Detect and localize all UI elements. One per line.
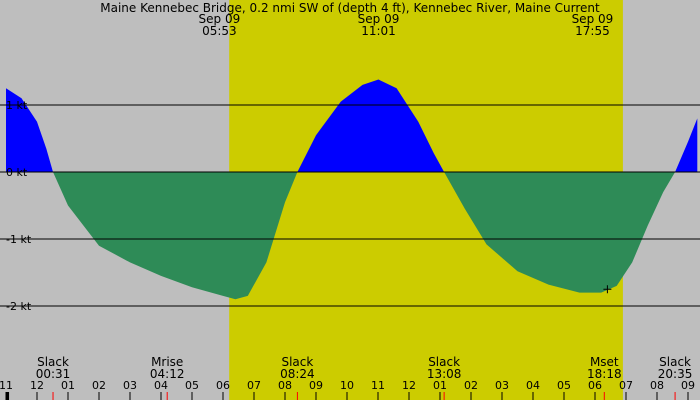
hour-tick-label: 06	[588, 379, 602, 392]
event-time: 04:12	[150, 367, 185, 381]
event-time: 13:08	[427, 367, 462, 381]
hour-tick-label: 11	[371, 379, 385, 392]
grid-lines	[0, 104, 700, 307]
y-tick-label: 0 kt	[6, 166, 28, 179]
ebb-area	[444, 172, 676, 293]
current-areas	[6, 79, 698, 300]
hour-tick-label: 06	[216, 379, 230, 392]
event-name: Slack	[428, 355, 460, 369]
top-time-label: 17:55	[575, 24, 610, 38]
chart-title: Maine Kennebec Bridge, 0.2 nmi SW of (de…	[100, 1, 600, 15]
event-name: Mset	[590, 355, 619, 369]
hour-tick-label: 12	[402, 379, 416, 392]
hour-tick-label: 08	[278, 379, 292, 392]
hour-tick-label: 01	[433, 379, 447, 392]
event-time: 20:35	[658, 367, 693, 381]
event-name: Slack	[37, 355, 69, 369]
event-time: 18:18	[587, 367, 622, 381]
flood-area	[6, 88, 53, 172]
hour-tick-label: 07	[247, 379, 261, 392]
event-time: 08:24	[280, 367, 315, 381]
ebb-area	[53, 172, 298, 300]
y-tick-label: -2 kt	[6, 300, 32, 313]
hour-tick-label: 12	[30, 379, 44, 392]
hour-tick-label: 09	[681, 379, 695, 392]
top-time-label: 05:53	[202, 24, 237, 38]
event-name: Mrise	[151, 355, 183, 369]
flood-area	[297, 79, 445, 172]
hour-tick-label: 04	[526, 379, 540, 392]
top-time-label: 11:01	[361, 24, 396, 38]
hour-tick-label: 03	[495, 379, 509, 392]
top-date-label: Sep 09	[358, 12, 400, 26]
top-date-label: Sep 09	[572, 12, 614, 26]
y-tick-label: 1 kt	[6, 99, 28, 112]
x-axis-hour-ticks: 11 12 01 02 03 04 05 06 07 08 09 10 11 12 01 02 03 04 05 06…	[0, 379, 695, 400]
event-labels: Slack00:31Mrise04:12Slack08:24Slack13:08…	[36, 355, 693, 381]
event-name: Slack	[281, 355, 313, 369]
hour-tick-label: 11	[0, 379, 13, 392]
hour-tick-label: 01	[61, 379, 75, 392]
hour-tick-label: 03	[123, 379, 137, 392]
y-axis-labels: 1 kt 0 kt -1 kt -2 kt	[6, 99, 32, 313]
hour-tick-label: 02	[92, 379, 106, 392]
event-name: Slack	[659, 355, 691, 369]
hour-tick-label: 07	[619, 379, 633, 392]
markers	[6, 285, 676, 400]
hour-tick-label: 09	[309, 379, 323, 392]
hour-tick-label: 04	[154, 379, 168, 392]
now-marker	[6, 392, 10, 400]
hour-tick-label: 05	[185, 379, 199, 392]
event-time: 00:31	[36, 367, 71, 381]
hour-tick-label: 05	[557, 379, 571, 392]
top-date-label: Sep 09	[199, 12, 241, 26]
hour-tick-label: 10	[340, 379, 354, 392]
hour-tick-label: 08	[650, 379, 664, 392]
y-tick-label: -1 kt	[6, 233, 32, 246]
hour-tick-label: 02	[464, 379, 478, 392]
flood-area	[675, 118, 698, 172]
